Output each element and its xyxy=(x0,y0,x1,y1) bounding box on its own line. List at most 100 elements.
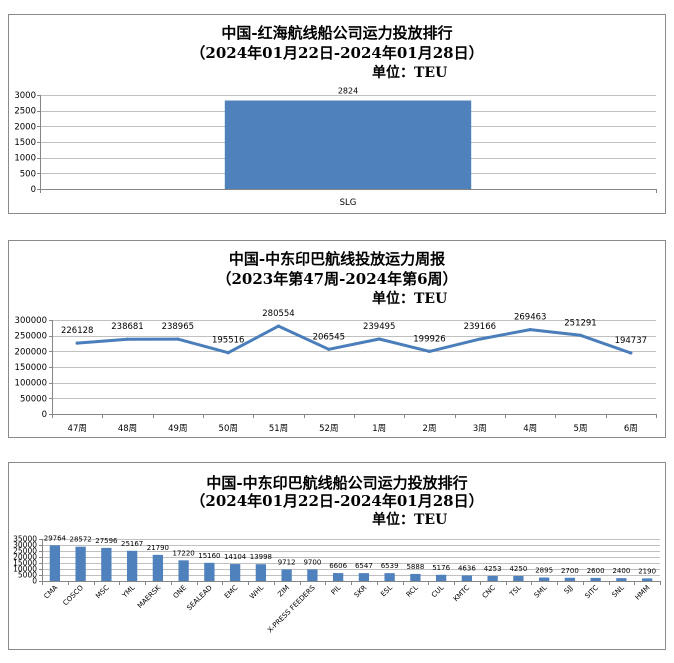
data-point xyxy=(528,328,532,332)
x-tick-label: X-PRESS FEEDERS xyxy=(266,583,317,634)
x-tick-label: SITC xyxy=(584,584,601,601)
y-tick-label: 2000 xyxy=(14,122,36,132)
x-tick-label: SNL xyxy=(611,584,626,599)
bar xyxy=(410,573,421,581)
bar xyxy=(281,569,292,581)
bar xyxy=(332,573,344,581)
data-label: 9700 xyxy=(303,558,321,566)
data-point xyxy=(578,333,583,337)
axes xyxy=(37,95,657,193)
marks xyxy=(75,324,633,355)
y-tick-label: 2500 xyxy=(14,107,36,117)
chart-subtitle: （2024年01月22日-2024年01月28日） xyxy=(190,492,484,510)
x-tick-label: EMC xyxy=(223,584,240,601)
data-label: 206545 xyxy=(313,332,345,342)
chart-panel-red-sea: 中国-红海航线船公司运力投放排行 （2024年01月22日-2024年01月28… xyxy=(8,14,666,214)
chart-title: 中国-中东印巴航线船公司运力投放排行 xyxy=(206,474,468,492)
data-label: 15160 xyxy=(198,552,220,560)
data-label: 2400 xyxy=(612,567,630,575)
data-label: 2190 xyxy=(638,567,656,575)
data-point xyxy=(226,351,230,355)
chart-unit: 单位：TEU xyxy=(372,65,448,81)
bar xyxy=(590,577,601,581)
x-tick-label: 50周 xyxy=(219,424,238,434)
chart-title: 中国-中东印巴航线投放运力周报 xyxy=(228,250,446,268)
bar xyxy=(75,546,86,581)
chart-panel-weekly-capacity: 中国-中东印巴航线投放运力周报 （2023年第47周-2024年第6周） 单位：… xyxy=(8,240,666,438)
x-tick-label: WHL xyxy=(248,584,265,601)
x-tick-label: SEALEAD xyxy=(185,584,213,612)
data-label: 6539 xyxy=(381,562,399,570)
data-label: 25167 xyxy=(121,540,143,548)
data-label: 2824 xyxy=(338,87,358,96)
y-tick-label: 50000 xyxy=(20,394,47,404)
data-label: 194737 xyxy=(615,336,647,346)
chart-subtitle: （2024年01月22日-2024年01月28日） xyxy=(190,44,484,62)
bar xyxy=(435,574,447,581)
chart-subtitle: （2023年第47周-2024年第6周） xyxy=(216,270,458,288)
data-label: 4636 xyxy=(458,564,476,572)
y-tick-label: 1500 xyxy=(14,138,36,148)
bar xyxy=(487,575,498,581)
gridlines xyxy=(42,539,660,576)
x-tick-label: CUL xyxy=(430,584,446,600)
y-tick-label: 0 xyxy=(42,410,47,420)
axes xyxy=(49,320,657,418)
y-tick-label: 15000 xyxy=(13,559,37,568)
x-tick-label: ONE xyxy=(172,584,188,600)
bar xyxy=(255,564,267,581)
x-tick-label: YML xyxy=(120,584,136,600)
x-tick-label: 2周 xyxy=(423,424,437,434)
axes xyxy=(39,539,661,585)
data-label: 238965 xyxy=(162,322,194,332)
series-line xyxy=(75,324,633,355)
labels: 0 500 1000 1500 2000 2500 3000 2824 SLG xyxy=(14,87,358,208)
y-tick-label: 25000 xyxy=(13,547,37,556)
data-label: 13998 xyxy=(250,553,272,561)
data-label: 2700 xyxy=(561,567,579,575)
data-label: 251291 xyxy=(564,318,596,328)
data-label: 269463 xyxy=(514,313,546,323)
x-tick-label: 49周 xyxy=(168,424,187,434)
x-tick-label: KMTC xyxy=(452,584,471,603)
x-tick-label: ZIM xyxy=(276,584,291,599)
bar xyxy=(641,578,653,581)
bar xyxy=(178,560,189,581)
x-tick-label: 52周 xyxy=(319,424,338,434)
x-tick-label: MAERSK xyxy=(136,583,163,610)
x-tick-label: 51周 xyxy=(269,424,288,434)
data-point xyxy=(176,337,180,341)
chart-unit: 单位：TEU xyxy=(372,512,448,528)
bar xyxy=(126,550,138,581)
bar xyxy=(307,569,318,581)
data-label: 4250 xyxy=(509,565,527,573)
y-tick-label: 0 xyxy=(32,577,37,586)
marks xyxy=(49,545,653,581)
y-tick-label: 200000 xyxy=(15,347,47,357)
data-label: 27596 xyxy=(95,537,118,545)
x-tick-label: TSL xyxy=(508,584,523,599)
y-tick-label: 5000 xyxy=(18,571,37,580)
x-tick-label: 1周 xyxy=(372,424,386,434)
data-label: 9712 xyxy=(278,558,296,566)
bar xyxy=(564,577,576,581)
labels: 0 50000 100000 150000 200000 250000 300000 2261… xyxy=(15,309,647,434)
data-label: 28572 xyxy=(69,536,91,544)
chart-panel-carrier-ranking: 中国-中东印巴航线船公司运力投放排行 （2024年01月22日-2024年01月… xyxy=(8,462,666,650)
data-label: 238681 xyxy=(111,322,143,332)
bar xyxy=(513,575,524,581)
data-label: 5176 xyxy=(432,564,450,572)
y-tick-label: 10000 xyxy=(13,565,37,574)
data-label: 21790 xyxy=(147,544,169,552)
bar xyxy=(49,545,61,581)
data-point xyxy=(327,347,331,351)
x-tick-label: 4周 xyxy=(523,424,537,434)
chart-title: 中国-红海航线船公司运力投放排行 xyxy=(221,24,453,42)
x-tick-label: SJJ xyxy=(563,584,575,596)
data-label: 239495 xyxy=(363,322,395,332)
marks xyxy=(224,100,472,189)
bar xyxy=(461,575,473,581)
x-tick-label: CNC xyxy=(481,584,497,600)
x-tick-label: PIL xyxy=(330,584,343,597)
y-tick-label: 3000 xyxy=(14,91,36,101)
